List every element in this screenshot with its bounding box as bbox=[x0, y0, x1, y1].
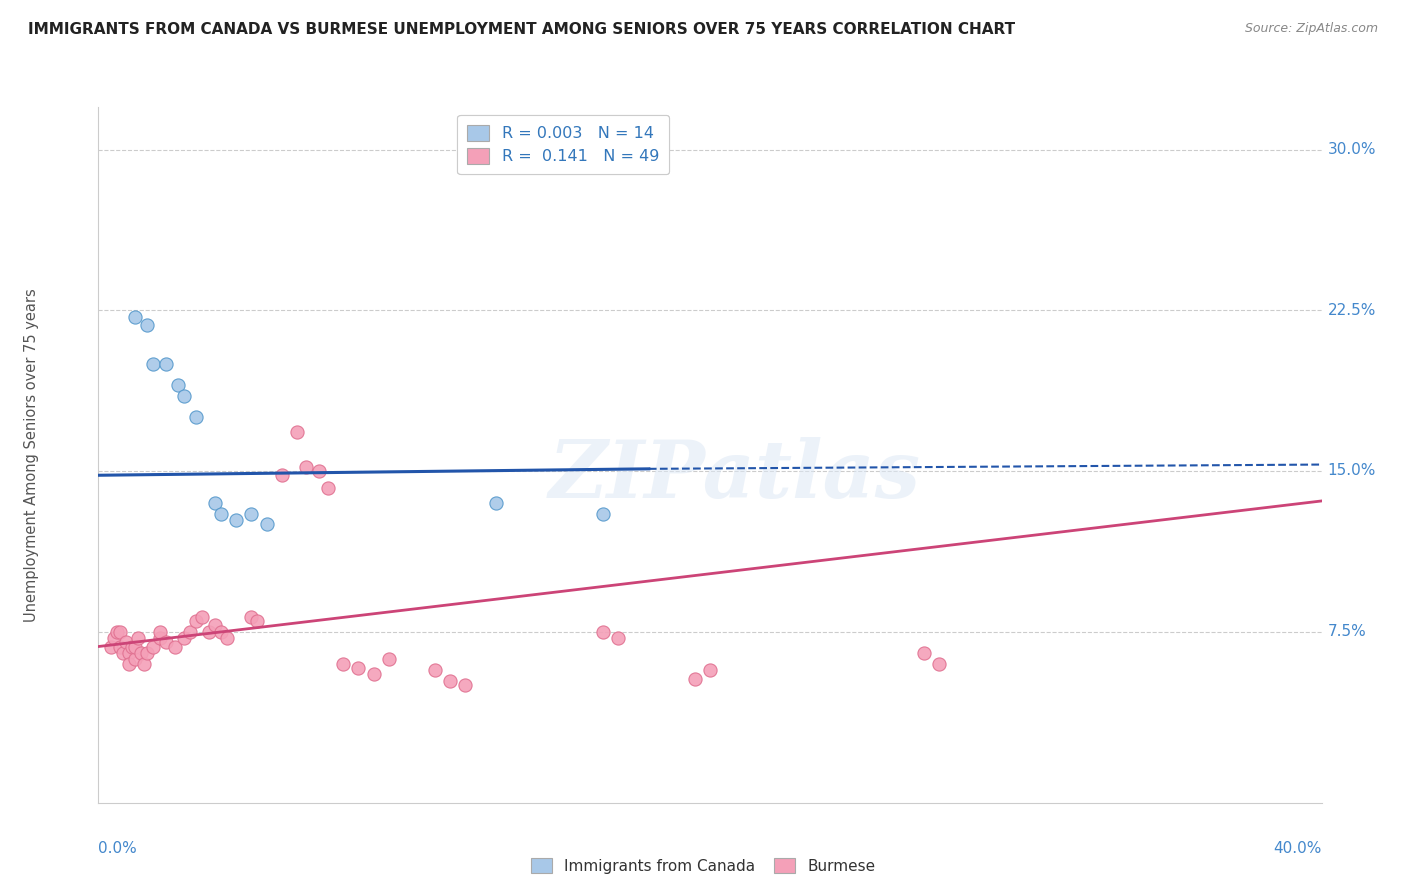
Text: 30.0%: 30.0% bbox=[1327, 143, 1376, 157]
Point bbox=[191, 609, 214, 624]
Point bbox=[173, 631, 195, 645]
Point bbox=[928, 657, 950, 671]
Text: 0.0%: 0.0% bbox=[98, 841, 138, 856]
Point bbox=[134, 657, 156, 671]
Point bbox=[149, 624, 172, 639]
Point bbox=[127, 631, 149, 645]
Point bbox=[142, 640, 165, 654]
Point bbox=[204, 618, 226, 632]
Point bbox=[316, 481, 339, 495]
Point bbox=[155, 357, 177, 371]
Point bbox=[209, 624, 232, 639]
Point bbox=[155, 635, 177, 649]
Point bbox=[246, 614, 269, 628]
Point bbox=[129, 646, 152, 660]
Point bbox=[423, 663, 446, 677]
Point bbox=[136, 646, 159, 660]
Point bbox=[108, 640, 131, 654]
Point bbox=[163, 640, 186, 654]
Point bbox=[186, 410, 208, 425]
Point bbox=[124, 310, 146, 324]
Point bbox=[173, 389, 195, 403]
Point bbox=[363, 667, 385, 681]
Point bbox=[167, 378, 190, 392]
Point bbox=[912, 646, 935, 660]
Point bbox=[118, 646, 141, 660]
Point bbox=[209, 507, 232, 521]
Point bbox=[149, 631, 172, 645]
Point bbox=[295, 459, 318, 474]
Point bbox=[240, 609, 263, 624]
Point bbox=[118, 657, 141, 671]
Legend: R = 0.003   N = 14, R =  0.141   N = 49: R = 0.003 N = 14, R = 0.141 N = 49 bbox=[457, 115, 669, 174]
Point bbox=[197, 624, 219, 639]
Text: Unemployment Among Seniors over 75 years: Unemployment Among Seniors over 75 years bbox=[24, 288, 38, 622]
Point bbox=[124, 640, 146, 654]
Point bbox=[485, 496, 508, 510]
Point bbox=[308, 464, 330, 478]
Point bbox=[240, 507, 263, 521]
Point bbox=[186, 614, 208, 628]
Point bbox=[204, 496, 226, 510]
Text: 22.5%: 22.5% bbox=[1327, 303, 1376, 318]
Point bbox=[103, 631, 125, 645]
Point bbox=[285, 425, 308, 440]
Point bbox=[454, 678, 477, 692]
Point bbox=[683, 672, 706, 686]
Point bbox=[592, 624, 614, 639]
Point bbox=[332, 657, 354, 671]
Point bbox=[225, 513, 247, 527]
Point bbox=[136, 318, 159, 333]
Point bbox=[347, 661, 370, 675]
Point bbox=[124, 652, 146, 666]
Point bbox=[439, 673, 461, 688]
Point bbox=[378, 652, 401, 666]
Text: 40.0%: 40.0% bbox=[1274, 841, 1322, 856]
Point bbox=[108, 624, 131, 639]
Point bbox=[256, 517, 278, 532]
Point bbox=[121, 640, 143, 654]
Text: 7.5%: 7.5% bbox=[1327, 624, 1367, 639]
Text: ZIPatlas: ZIPatlas bbox=[548, 437, 921, 515]
Legend: Immigrants from Canada, Burmese: Immigrants from Canada, Burmese bbox=[524, 852, 882, 880]
Point bbox=[699, 663, 721, 677]
Text: Source: ZipAtlas.com: Source: ZipAtlas.com bbox=[1244, 22, 1378, 36]
Point bbox=[142, 357, 165, 371]
Point bbox=[100, 640, 122, 654]
Point bbox=[592, 507, 614, 521]
Point bbox=[270, 468, 292, 483]
Point bbox=[179, 624, 201, 639]
Text: 15.0%: 15.0% bbox=[1327, 464, 1376, 478]
Point bbox=[115, 635, 138, 649]
Point bbox=[111, 646, 134, 660]
Point bbox=[607, 631, 630, 645]
Text: IMMIGRANTS FROM CANADA VS BURMESE UNEMPLOYMENT AMONG SENIORS OVER 75 YEARS CORRE: IMMIGRANTS FROM CANADA VS BURMESE UNEMPL… bbox=[28, 22, 1015, 37]
Point bbox=[215, 631, 238, 645]
Point bbox=[105, 624, 128, 639]
